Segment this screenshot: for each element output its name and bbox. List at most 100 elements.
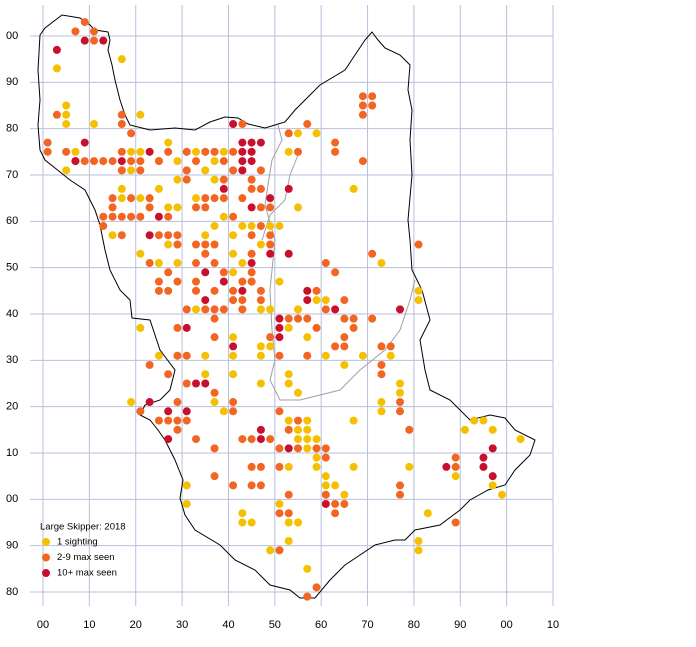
legend-label: 1 sighting <box>57 537 98 548</box>
sighting-dot <box>414 537 423 546</box>
sighting-dot <box>99 212 108 221</box>
sighting-dot <box>154 184 163 193</box>
sighting-dot <box>256 462 265 471</box>
sighting-dot <box>396 490 404 499</box>
sighting-dot <box>238 286 247 295</box>
sighting-dot <box>80 157 89 166</box>
sighting-dot <box>256 296 265 305</box>
sighting-dot <box>331 509 340 518</box>
sighting-dot <box>256 286 265 295</box>
sighting-dot <box>210 398 219 407</box>
sighting-dot <box>275 407 284 416</box>
sighting-dot <box>173 157 182 166</box>
sighting-dot <box>275 462 284 471</box>
sighting-dot <box>192 240 200 249</box>
sighting-dot <box>201 147 210 156</box>
sighting-dot <box>210 388 219 397</box>
sighting-dot <box>284 416 293 425</box>
sighting-dot <box>331 481 340 490</box>
sighting-dot <box>414 546 423 555</box>
x-tick-label: 20 <box>130 619 142 631</box>
sighting-dot <box>210 314 219 323</box>
sighting-dot <box>340 314 349 323</box>
sighting-dot <box>368 92 377 101</box>
sighting-dot <box>52 110 61 119</box>
sighting-dot <box>164 286 173 295</box>
y-tick-label: 40 <box>6 308 18 320</box>
sighting-dot <box>238 157 247 166</box>
sighting-dot <box>312 286 321 295</box>
sighting-dot <box>173 416 182 425</box>
sighting-dot <box>136 110 145 119</box>
sighting-dot <box>173 351 182 360</box>
sighting-dot <box>136 157 145 166</box>
sighting-dot <box>479 416 488 425</box>
sighting-dot <box>238 166 247 175</box>
sighting-dot <box>192 157 200 166</box>
sighting-dot <box>312 435 321 444</box>
sighting-dot <box>62 101 71 110</box>
sighting-dot <box>229 407 238 416</box>
sighting-dot <box>247 203 256 212</box>
sighting-dot <box>210 175 219 184</box>
sighting-dot <box>377 259 386 268</box>
sightings <box>43 18 525 601</box>
sighting-dot <box>321 259 330 268</box>
sighting-dot <box>238 435 247 444</box>
sighting-dot <box>358 92 367 101</box>
sighting-dot <box>256 481 265 490</box>
sighting-dot <box>256 435 265 444</box>
sighting-dot <box>303 314 312 323</box>
sighting-dot <box>192 286 200 295</box>
sighting-dot <box>154 416 163 425</box>
sighting-dot <box>321 499 330 508</box>
sighting-dot <box>284 379 293 388</box>
sighting-dot <box>127 166 136 175</box>
sighting-dot <box>136 407 145 416</box>
sighting-dot <box>368 101 377 110</box>
sighting-dot <box>136 249 145 258</box>
sighting-dot <box>108 157 117 166</box>
sighting-dot <box>303 351 312 360</box>
sighting-dot <box>154 351 163 360</box>
sighting-dot <box>99 157 108 166</box>
sighting-dot <box>210 259 219 268</box>
sighting-dot <box>256 166 265 175</box>
sighting-dot <box>210 147 219 156</box>
sighting-dot <box>284 444 293 453</box>
sighting-dot <box>201 351 210 360</box>
sighting-dot <box>266 194 275 203</box>
y-tick-label: 50 <box>6 262 18 274</box>
sighting-dot <box>192 305 200 314</box>
sighting-dot <box>164 147 173 156</box>
sighting-dot <box>247 249 256 258</box>
sighting-dot <box>256 342 265 351</box>
sighting-dot <box>210 286 219 295</box>
sighting-dot <box>386 342 395 351</box>
y-tick-label: 70 <box>6 169 18 181</box>
sighting-dot <box>80 138 89 147</box>
sighting-dot <box>238 147 247 156</box>
sighting-dot <box>303 592 312 601</box>
sighting-dot <box>210 333 219 342</box>
sighting-dot <box>192 259 200 268</box>
legend-swatch <box>42 553 50 562</box>
sighting-dot <box>108 212 117 221</box>
sighting-dot <box>321 472 330 481</box>
county-outline <box>37 14 536 599</box>
sighting-dot <box>266 203 275 212</box>
sighting-dot <box>266 333 275 342</box>
sighting-dot <box>275 277 284 286</box>
sighting-dot <box>117 147 126 156</box>
sighting-dot <box>275 444 284 453</box>
sighting-dot <box>256 351 265 360</box>
sighting-dot <box>340 499 349 508</box>
sighting-dot <box>247 259 256 268</box>
sighting-dot <box>238 221 247 230</box>
sighting-dot <box>201 305 210 314</box>
sighting-dot <box>127 129 136 138</box>
y-tick-label: 80 <box>6 586 18 598</box>
sighting-dot <box>164 138 173 147</box>
sighting-dot <box>201 166 210 175</box>
sighting-dot <box>275 351 284 360</box>
